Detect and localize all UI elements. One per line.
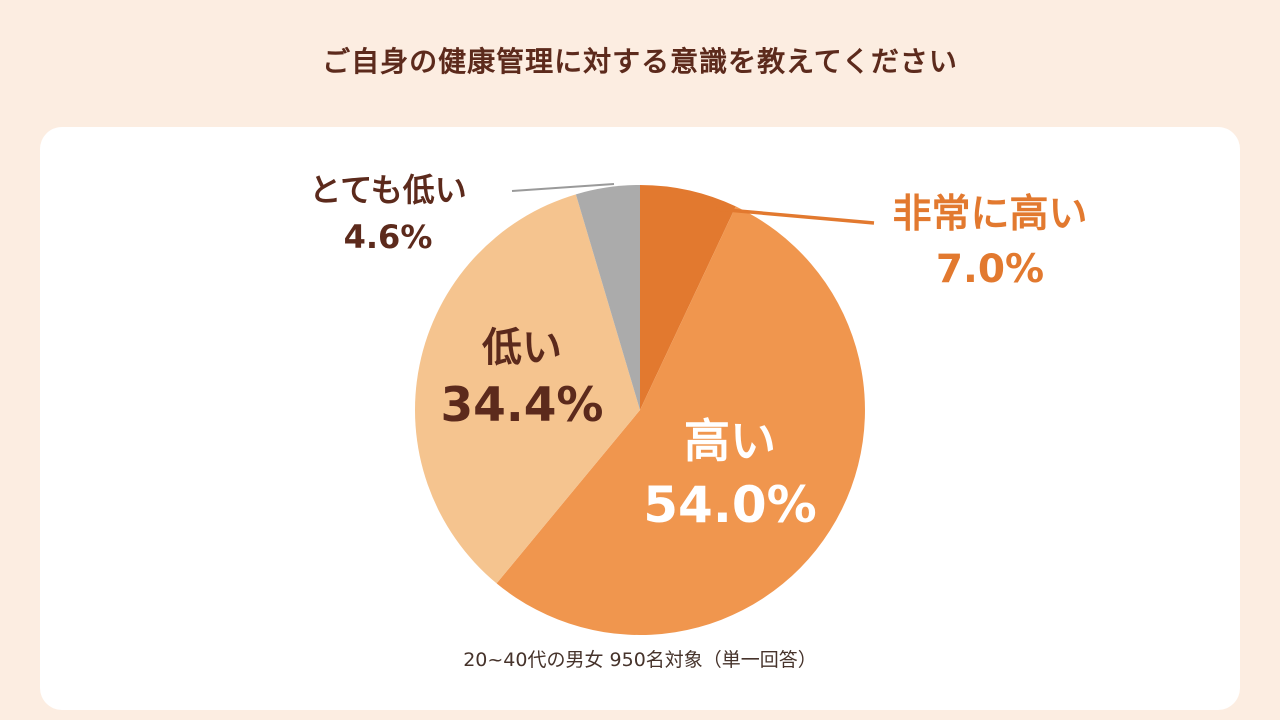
leader-line-very-low: [511, 183, 615, 192]
segment-value: 54.0%: [643, 476, 817, 534]
pie-slice-3: [575, 185, 640, 410]
segment-name: 高い: [684, 414, 776, 468]
segment-value: 7.0%: [935, 247, 1045, 292]
chart-caption: 20~40代の男女 950名対象（単一回答）: [463, 649, 817, 671]
pie-slice-2: [414, 194, 640, 584]
label-segment-very-low: とても低い 4.6%: [278, 167, 498, 261]
pie-chart-svg: [414, 183, 875, 635]
segment-value: 34.4%: [440, 378, 604, 433]
label-segment-high: 高い 54.0%: [615, 412, 845, 540]
segment-name: 非常に高い: [892, 192, 1088, 237]
segment-name: 低い: [482, 325, 562, 371]
pie-slice-0: [640, 185, 736, 410]
pie-slice-1: [496, 206, 865, 635]
pie-slices: [414, 185, 865, 635]
segment-value: 4.6%: [343, 218, 433, 256]
leader-line-very-high: [715, 207, 875, 225]
label-segment-low: 低い 34.4%: [412, 321, 632, 437]
page-title: ご自身の健康管理に対する意識を教えてください: [322, 45, 958, 78]
chart-card: とても低い 4.6% 非常に高い 7.0% 低い 34.4% 高い 54.0% …: [40, 127, 1240, 710]
label-segment-very-high: 非常に高い 7.0%: [862, 187, 1118, 297]
segment-name: とても低い: [309, 171, 467, 209]
